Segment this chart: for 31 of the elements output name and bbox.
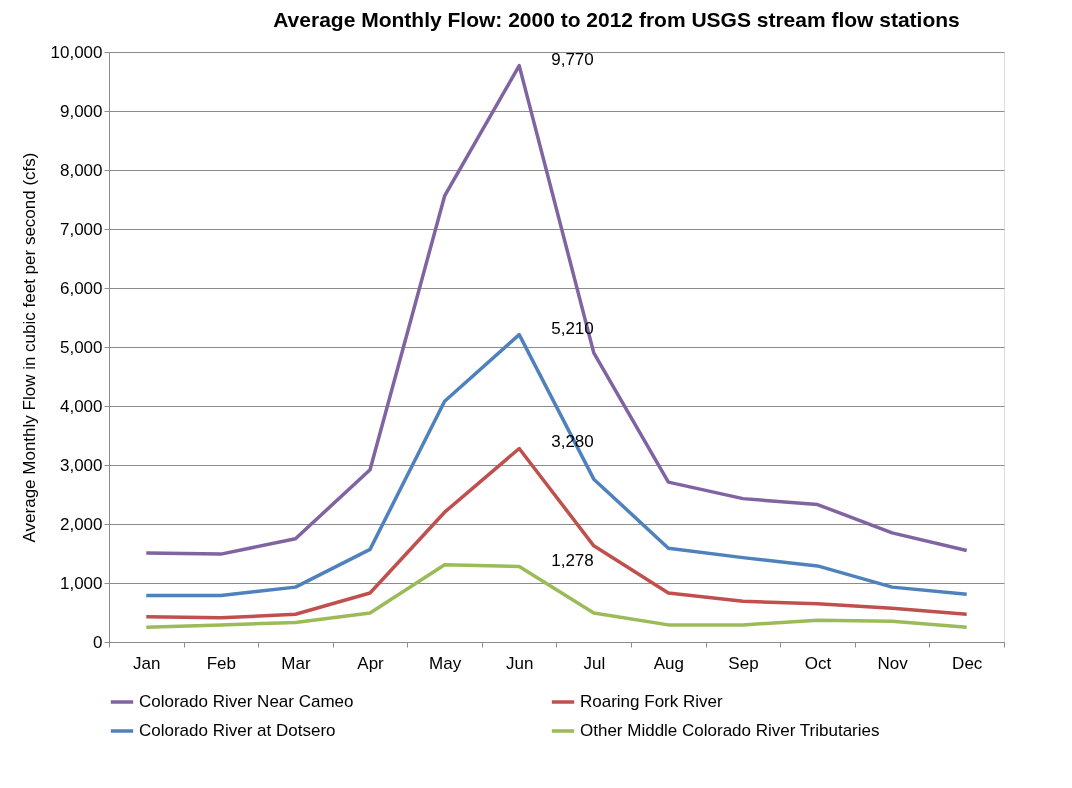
- legend-label: Colorado River at Dotsero: [139, 721, 336, 740]
- y-tick-label: 8,000: [59, 160, 103, 180]
- x-tick-label: Sep: [728, 653, 759, 673]
- y-tick-label: 2,000: [59, 514, 103, 534]
- chart-title: Average Monthly Flow: 2000 to 2012 from USGS stream flow stations: [273, 8, 960, 31]
- y-axis-title: Average Monthly Flow in cubic feet per second (cfs): [19, 152, 39, 543]
- x-tick-label: Jun: [506, 653, 534, 673]
- x-tick-label: May: [429, 653, 462, 673]
- y-tick-label: 6,000: [59, 278, 103, 298]
- x-tick-label: Apr: [357, 653, 385, 673]
- x-tick-label: Aug: [653, 653, 684, 673]
- x-tick-label: Nov: [877, 653, 909, 673]
- y-tick-label: 4,000: [59, 396, 103, 416]
- x-tick-label: Feb: [206, 653, 237, 673]
- y-tick-label: 10,000: [50, 42, 103, 62]
- y-tick-label: 5,000: [59, 337, 103, 357]
- y-tick-label: 7,000: [59, 219, 103, 239]
- legend-label: Colorado River Near Cameo: [139, 692, 354, 711]
- x-tick-label: Jul: [583, 653, 606, 673]
- legend-label: Other Middle Colorado River Tributaries: [580, 721, 880, 740]
- x-tick-label: Oct: [804, 653, 832, 673]
- x-tick-label: Mar: [281, 653, 311, 673]
- x-tick-label: Jan: [133, 653, 161, 673]
- y-tick-label: 0: [93, 632, 103, 652]
- legend-label: Roaring Fork River: [580, 692, 723, 711]
- y-tick-label: 9,000: [59, 101, 103, 121]
- annotation: 9,770: [551, 49, 594, 69]
- annotation: 1,278: [551, 550, 594, 570]
- y-tick-label: 1,000: [59, 573, 103, 593]
- x-tick-label: Dec: [952, 653, 983, 673]
- y-tick-label: 3,000: [59, 455, 103, 475]
